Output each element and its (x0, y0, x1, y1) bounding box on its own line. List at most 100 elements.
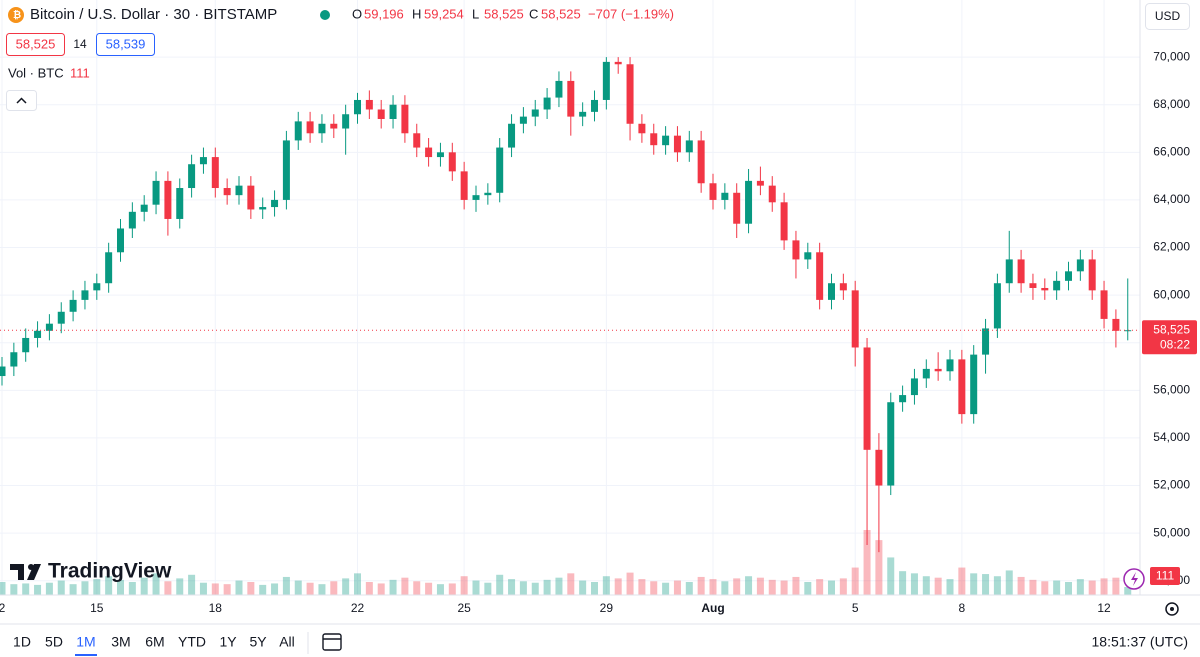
y-tick-label: 64,000 (1153, 192, 1190, 206)
collapse-icon (16, 97, 27, 104)
volume-bar (57, 580, 65, 595)
range-button[interactable]: 1M (76, 634, 95, 650)
candle-body (199, 157, 207, 165)
x-tick-label: 18 (209, 601, 223, 615)
range-button[interactable]: YTD (178, 634, 206, 650)
currency[interactable]: USD (1155, 9, 1181, 23)
volume-bar (199, 582, 207, 595)
countdown: 08:22 (1160, 337, 1190, 351)
candle-body (105, 252, 113, 284)
volume-bar (1076, 579, 1084, 595)
volume-pane (0, 530, 1132, 595)
y-tick-label: 50,000 (1153, 525, 1190, 539)
collapse-button[interactable] (6, 90, 37, 111)
volume-bar (733, 578, 741, 595)
sell-box[interactable] (6, 33, 65, 56)
candle-body (306, 121, 314, 134)
ask[interactable]: 58,539 (106, 36, 146, 51)
candle-body (958, 359, 966, 415)
ohlc-key: C (529, 6, 538, 21)
bid[interactable]: 58,525 (16, 36, 56, 51)
candle-body (508, 123, 516, 148)
range-button[interactable]: All (279, 634, 295, 650)
market-status[interactable] (320, 10, 330, 20)
candle-body (650, 133, 658, 146)
range-button[interactable]: 1D (13, 634, 31, 650)
candle-body (934, 368, 942, 372)
candle-body (768, 185, 776, 203)
settings-icon[interactable] (1165, 602, 1179, 616)
candle-body (638, 123, 646, 134)
volume-bar (508, 579, 516, 595)
candle-body (946, 359, 954, 372)
candle-body (579, 111, 587, 117)
candle-body (247, 185, 255, 210)
volume-bar (342, 578, 350, 595)
volume-bar (22, 583, 30, 595)
range-button[interactable]: 5D (45, 634, 63, 650)
range-button[interactable]: 6M (145, 634, 164, 650)
candle-body (1041, 287, 1049, 291)
volume-bar (0, 582, 6, 595)
calendar-icon[interactable] (322, 633, 342, 651)
symbol-title[interactable]: Bitcoin / U.S. Dollar · 30 · BITSTAMP (30, 6, 277, 23)
volume-bar (10, 584, 18, 595)
ohlc-key: H (412, 6, 421, 21)
volume-bar (828, 580, 835, 595)
volume-bar (448, 583, 456, 595)
volume-bar (472, 580, 480, 595)
x-tick-label: Aug (701, 601, 724, 615)
range-button[interactable]: 5Y (249, 634, 267, 650)
volume-bar (567, 573, 575, 595)
ohlc-value: 59,196 (364, 6, 404, 21)
candle-body (1112, 318, 1120, 331)
volume-bar (650, 581, 658, 595)
volume-bar (816, 579, 824, 595)
price-axis: 48,00050,00052,00054,00056,00058,00060,0… (1153, 49, 1190, 587)
volume-bar (934, 577, 942, 595)
y-tick-label: 56,000 (1153, 382, 1190, 396)
candle-body (1029, 283, 1037, 288)
candle-pane (0, 57, 1132, 553)
volume-bar (152, 573, 160, 595)
candle-body (1076, 259, 1084, 272)
y-tick-label: 66,000 (1153, 144, 1190, 158)
range-button[interactable]: 3M (111, 634, 130, 650)
candle-body (425, 147, 433, 158)
candle-body (863, 347, 871, 450)
candle-body (555, 80, 563, 98)
volume-bar (117, 579, 124, 595)
volume-bar (176, 578, 184, 595)
volume-bar (318, 584, 326, 595)
candle-body (910, 378, 918, 396)
volume-bar (839, 578, 847, 595)
clock: 18:51:37 (UTC) (1092, 634, 1188, 650)
buy-box[interactable] (96, 33, 155, 56)
volume-bar (294, 580, 302, 595)
volume-bar (745, 576, 753, 595)
volume-bar (970, 573, 978, 595)
candle-body (626, 64, 634, 124)
volume-bar (223, 584, 231, 595)
volume-bar (436, 584, 444, 595)
currency-button[interactable] (1145, 3, 1190, 30)
volume-bar (531, 582, 539, 595)
range-button[interactable]: 1Y (219, 634, 237, 650)
candle-body (330, 123, 338, 129)
last-price-box (1142, 320, 1197, 355)
volume-bar (1100, 578, 1108, 595)
candle-body (365, 99, 373, 110)
volume-bar (1112, 577, 1120, 595)
candle-body (128, 211, 136, 229)
volume-bar (235, 580, 243, 595)
candle-body (117, 228, 124, 253)
x-tick-label: 15 (90, 601, 104, 615)
candle-body (436, 152, 444, 158)
ohlc-legend: O 59,196 H 59,254 L 58,525 C 58,525 (352, 6, 581, 21)
candle-body (57, 311, 65, 324)
candle-body (188, 164, 196, 189)
logo-text[interactable]: TradingView (48, 560, 172, 583)
candle-body (176, 188, 184, 219)
change: −707 (−1.19%) (588, 6, 674, 21)
x-tick-label: 29 (600, 601, 614, 615)
